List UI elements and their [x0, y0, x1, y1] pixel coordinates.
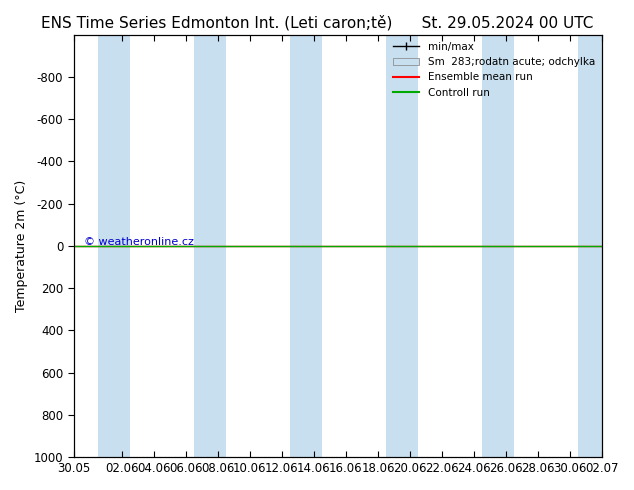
Text: ENS Time Series Edmonton Int. (Leti caron;tě)      St. 29.05.2024 00 UTC: ENS Time Series Edmonton Int. (Leti caro… [41, 15, 593, 30]
Bar [578, 35, 611, 457]
Bar [194, 35, 226, 457]
Legend: min/max, Sm  283;rodatn acute; odchylka, Ensemble mean run, Controll run: min/max, Sm 283;rodatn acute; odchylka, … [389, 38, 599, 102]
Bar [386, 35, 418, 457]
Text: © weatheronline.cz: © weatheronline.cz [84, 237, 194, 246]
Bar [482, 35, 514, 457]
Bar [98, 35, 130, 457]
Bar [290, 35, 322, 457]
Y-axis label: Temperature 2m (°C): Temperature 2m (°C) [15, 180, 28, 312]
